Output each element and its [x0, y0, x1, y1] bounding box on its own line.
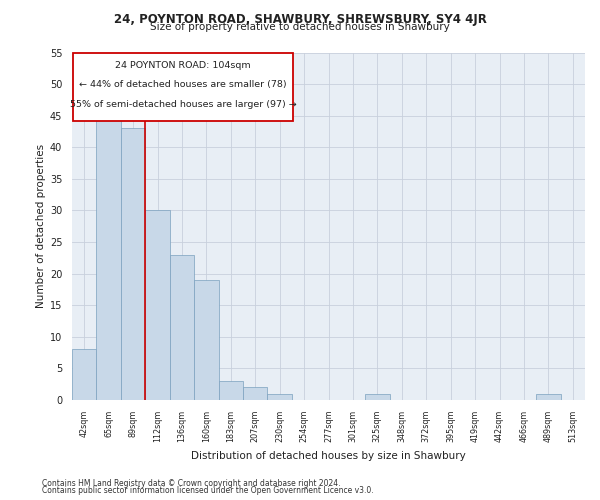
Text: 55% of semi-detached houses are larger (97) →: 55% of semi-detached houses are larger (… [70, 100, 296, 109]
Bar [365, 394, 389, 400]
Bar [97, 116, 121, 400]
Bar [218, 381, 243, 400]
Y-axis label: Number of detached properties: Number of detached properties [35, 144, 46, 308]
Bar [243, 388, 268, 400]
Text: 24 POYNTON ROAD: 104sqm: 24 POYNTON ROAD: 104sqm [115, 60, 251, 70]
Bar [268, 394, 292, 400]
FancyBboxPatch shape [73, 52, 293, 120]
Text: 24, POYNTON ROAD, SHAWBURY, SHREWSBURY, SY4 4JR: 24, POYNTON ROAD, SHAWBURY, SHREWSBURY, … [113, 12, 487, 26]
Bar [194, 280, 218, 400]
Text: ← 44% of detached houses are smaller (78): ← 44% of detached houses are smaller (78… [79, 80, 287, 90]
Bar [72, 350, 97, 400]
Bar [536, 394, 560, 400]
X-axis label: Distribution of detached houses by size in Shawbury: Distribution of detached houses by size … [191, 450, 466, 460]
Bar [121, 128, 145, 400]
Bar [170, 254, 194, 400]
Text: Contains public sector information licensed under the Open Government Licence v3: Contains public sector information licen… [42, 486, 374, 495]
Bar [145, 210, 170, 400]
Text: Size of property relative to detached houses in Shawbury: Size of property relative to detached ho… [150, 22, 450, 32]
Text: Contains HM Land Registry data © Crown copyright and database right 2024.: Contains HM Land Registry data © Crown c… [42, 478, 341, 488]
